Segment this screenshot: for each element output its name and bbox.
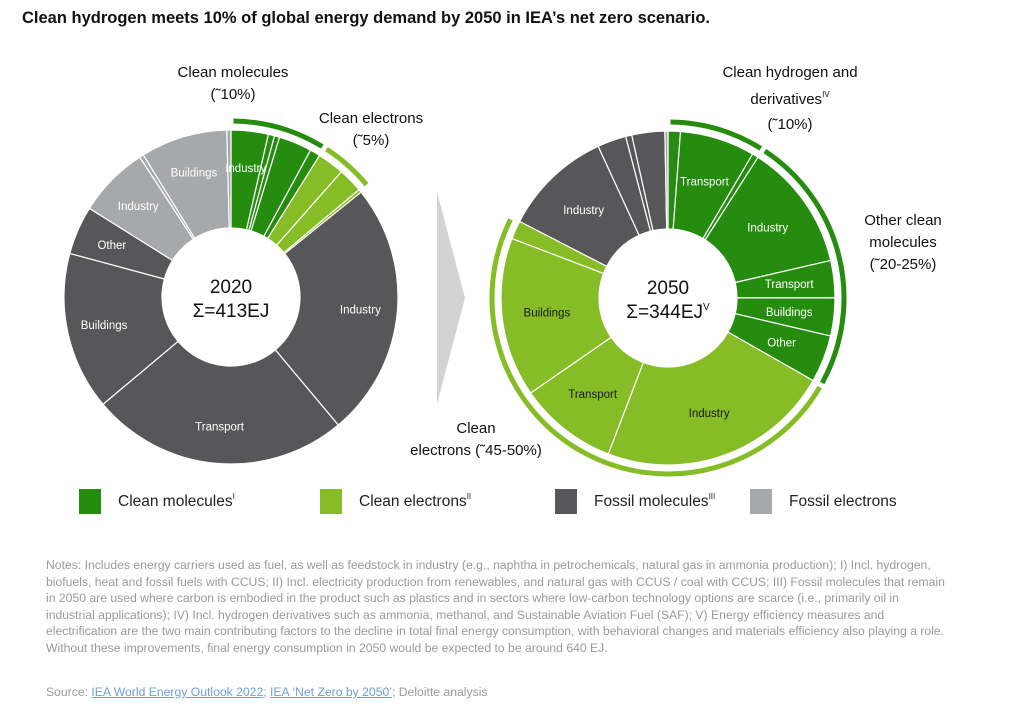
annotation-share: (˜10%) bbox=[210, 86, 256, 103]
segment-label: Industry bbox=[118, 201, 159, 213]
bracket-clean-electrons bbox=[325, 147, 369, 187]
source-prefix: Source: bbox=[46, 685, 92, 699]
legend-label: Clean electronsII bbox=[359, 492, 472, 510]
annotation-2050-clean-electrons: Clean electrons (˜45-50%) bbox=[392, 418, 560, 462]
segment-label: Industry bbox=[563, 205, 604, 217]
source-separator: ; bbox=[263, 685, 271, 699]
notes: Notes: Includes energy carriers used as … bbox=[46, 558, 945, 655]
donut-segment-fossil-electrons bbox=[226, 129, 232, 229]
annotation-text: Other clean bbox=[864, 212, 942, 229]
center-total: Σ=413EJ bbox=[193, 301, 270, 322]
bracket-clean-molecules bbox=[233, 118, 324, 149]
legend-item-fossil-electrons: Fossil electrons bbox=[750, 489, 897, 514]
legend-label: Fossil electrons bbox=[789, 493, 897, 510]
legend-label: Clean moleculesI bbox=[118, 492, 235, 510]
donut-segment-fossil-molecules-industry bbox=[274, 191, 399, 426]
annotation-2020-clean-electrons: Clean electrons (˜5%) bbox=[306, 108, 436, 152]
source: Source: IEA World Energy Outlook 2022; I… bbox=[46, 685, 488, 699]
segment-label: Industry bbox=[225, 163, 266, 175]
transition-arrow bbox=[437, 192, 465, 404]
annotation-2050-clean-hydrogen: Clean hydrogen and derivativesIV (˜10%) bbox=[700, 62, 880, 136]
donut-segment-clean-electrons-buildings bbox=[500, 237, 613, 394]
center-year: 2050 bbox=[647, 278, 689, 299]
chart-title: Clean hydrogen meets 10% of global energ… bbox=[22, 9, 711, 27]
donut-segment-fossil-electrons bbox=[664, 130, 669, 230]
legend-item-fossil-molecules: Fossil moleculesIII bbox=[555, 489, 715, 514]
annotation-text: molecules bbox=[869, 234, 937, 251]
annotation-text: Clean electrons bbox=[318, 110, 424, 127]
segment-label: Transport bbox=[195, 421, 245, 433]
source-suffix: ; Deloitte analysis bbox=[391, 685, 488, 699]
center-total: Σ=344EJV bbox=[626, 302, 710, 323]
legend-swatch bbox=[79, 489, 101, 514]
annotation-text: Clean bbox=[456, 420, 496, 437]
donut-segment-fossil-molecules-transport bbox=[102, 340, 340, 465]
segment-label: Industry bbox=[747, 223, 788, 235]
legend-label: Fossil moleculesIII bbox=[594, 492, 716, 510]
segment-label: Transport bbox=[765, 279, 815, 291]
donut-segment-fossil-molecules-buildings bbox=[63, 252, 179, 406]
annotation-2020-clean-molecules: Clean molecules (˜10%) bbox=[168, 62, 298, 106]
bracket-clean-electrons bbox=[489, 218, 822, 477]
annotation-text: Clean molecules bbox=[177, 64, 289, 81]
donut-2050: Transport Industry Transport Buildings Other… bbox=[489, 119, 847, 477]
legend-item-clean-molecules: Clean moleculesI bbox=[79, 489, 235, 514]
donut-2020: Industry Industry Transport Buildings Other I… bbox=[63, 118, 399, 465]
segment-label: Transport bbox=[680, 177, 730, 189]
bracket-other-clean-molecules bbox=[763, 148, 847, 385]
donut-hole bbox=[599, 229, 737, 367]
legend-item-clean-electrons: Clean electronsII bbox=[320, 489, 471, 514]
segment-label: Buildings bbox=[171, 167, 218, 179]
segment-label: Other bbox=[767, 338, 796, 350]
donut-segment-clean-molecules-industry bbox=[704, 156, 832, 284]
legend: Clean moleculesI Clean electronsII Fossi… bbox=[79, 489, 959, 515]
footnote-marker: V bbox=[703, 302, 710, 313]
annotation-text: Clean hydrogen and bbox=[722, 64, 858, 81]
segment-label: Buildings bbox=[81, 320, 128, 332]
annotation-text: derivatives bbox=[750, 91, 823, 108]
annotation-share: (˜5%) bbox=[352, 132, 390, 149]
source-link-weo-2022[interactable]: IEA World Energy Outlook 2022 bbox=[91, 685, 264, 699]
legend-swatch bbox=[750, 489, 772, 514]
segment-label: Buildings bbox=[766, 307, 813, 319]
annotation-share: (˜10%) bbox=[767, 116, 813, 133]
legend-swatch bbox=[555, 489, 577, 514]
segment-label: Transport bbox=[568, 389, 618, 401]
center-year: 2020 bbox=[210, 277, 252, 298]
segment-label: Industry bbox=[689, 408, 730, 420]
bracket-clean-hydrogen-and-derivatives bbox=[670, 119, 763, 151]
footnote-marker: IV bbox=[822, 90, 830, 99]
segment-label: Other bbox=[97, 240, 126, 252]
segment-label: Industry bbox=[340, 305, 381, 317]
legend-swatch bbox=[320, 489, 342, 514]
annotation-share: electrons (˜45-50%) bbox=[410, 442, 542, 459]
source-link-net-zero-2050[interactable]: IEA ‘Net Zero by 2050’ bbox=[270, 685, 392, 699]
donut-hole bbox=[162, 228, 300, 366]
annotation-share: (˜20-25%) bbox=[869, 256, 937, 273]
segment-label: Buildings bbox=[524, 308, 571, 320]
annotation-2050-other-clean-molecules: Other clean molecules (˜20-25%) bbox=[848, 210, 958, 276]
donut-segment-clean-electrons-industry bbox=[607, 331, 814, 466]
